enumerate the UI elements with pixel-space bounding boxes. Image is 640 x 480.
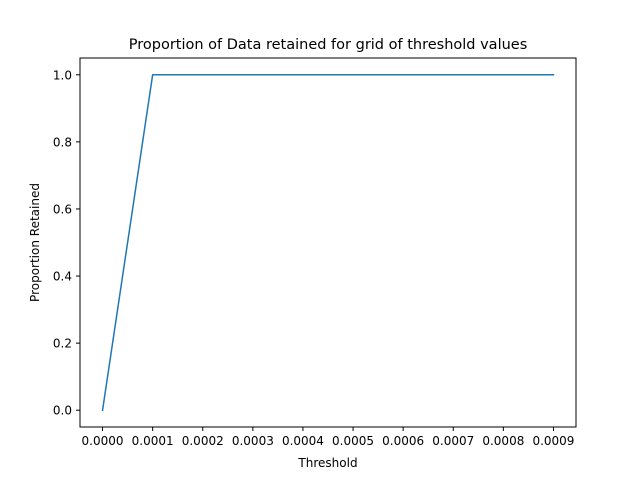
- x-tick-label: 0.0000: [82, 434, 124, 448]
- axes-frame: [79, 57, 577, 428]
- x-tick-label: 0.0003: [232, 434, 274, 448]
- y-axis-ticks: 0.0 0.2 0.4 0.6 0.8 1.0: [53, 68, 80, 418]
- x-tick-label: 0.0007: [432, 434, 474, 448]
- x-tick-label: 0.0008: [482, 434, 524, 448]
- x-tick-label: 0.0001: [132, 434, 174, 448]
- y-axis-label: Proportion Retained: [28, 183, 42, 302]
- plot-area: 0.0000 0.0001 0.0002 0.0003 0.0004 0.0005 0.00…: [53, 57, 577, 448]
- x-tick-label: 0.0002: [182, 434, 224, 448]
- y-tick-label: 1.0: [53, 68, 72, 82]
- y-tick-label: 0.4: [53, 270, 72, 284]
- x-tick-label: 0.0009: [532, 434, 574, 448]
- y-tick-label: 0.8: [53, 135, 72, 149]
- series-layer: [101, 74, 555, 412]
- chart-title: Proportion of Data retained for grid of …: [129, 37, 528, 53]
- y-tick-label: 0.6: [53, 202, 72, 216]
- x-tick-label: 0.0005: [332, 434, 374, 448]
- series-line: [101, 74, 555, 412]
- y-tick-label: 0.0: [53, 404, 72, 418]
- y-tick-label: 0.2: [53, 337, 72, 351]
- x-tick-label: 0.0004: [282, 434, 324, 448]
- x-axis-label: Threshold: [297, 456, 357, 470]
- x-axis-ticks: 0.0000 0.0001 0.0002 0.0003 0.0004 0.0005 0.00…: [82, 427, 574, 448]
- x-tick-label: 0.0006: [382, 434, 424, 448]
